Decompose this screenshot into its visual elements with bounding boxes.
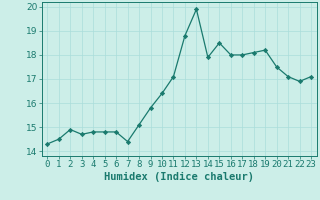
X-axis label: Humidex (Indice chaleur): Humidex (Indice chaleur) — [104, 172, 254, 182]
